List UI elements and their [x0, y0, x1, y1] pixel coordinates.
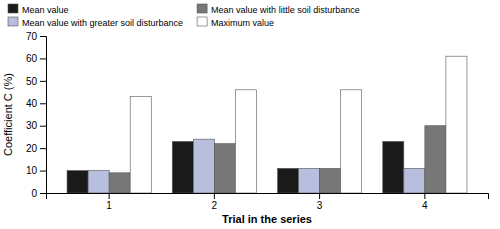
legend-swatch	[8, 17, 18, 26]
bar	[446, 56, 467, 193]
bar-series	[109, 126, 446, 193]
legend-label: Mean value with greater soil disturbance	[22, 18, 183, 28]
legend-label: Mean value	[22, 5, 69, 15]
y-tick-label: 70	[26, 31, 38, 42]
bar	[109, 173, 130, 193]
legend-swatch	[197, 17, 207, 26]
bars	[67, 56, 467, 193]
legend: Mean value Mean value with greater soil d…	[8, 4, 360, 28]
plot: 1234010203040506070	[26, 31, 489, 211]
x-tick: 1	[106, 193, 112, 211]
y-tick-label: 30	[26, 120, 38, 131]
y-tick: 30	[26, 120, 46, 131]
bar	[404, 168, 425, 193]
x-tick-label: 3	[317, 200, 323, 211]
y-tick-mark	[40, 171, 46, 172]
y-tick-mark	[40, 148, 46, 149]
bar	[320, 168, 341, 193]
y-tick-mark	[40, 103, 46, 104]
x-tick-label: 4	[422, 200, 428, 211]
y-tick: 50	[26, 76, 46, 87]
bar	[214, 144, 235, 193]
y-tick-label: 20	[26, 143, 38, 154]
y-tick-label: 60	[26, 53, 38, 64]
x-axis-title: Trial in the series	[222, 213, 312, 225]
bar	[88, 171, 109, 193]
chart: 1234010203040506070Trial in the seriesCo…	[0, 0, 500, 229]
y-tick-mark	[40, 81, 46, 82]
bar-series	[130, 56, 467, 193]
y-tick-mark	[40, 36, 46, 37]
y-tick-label: 50	[26, 76, 38, 87]
bar	[130, 97, 151, 193]
bar	[341, 90, 362, 193]
x-tick-mark	[214, 193, 215, 199]
bar	[172, 141, 193, 193]
x-tick: 4	[422, 193, 428, 211]
legend-item: Mean value with greater soil disturbance	[8, 17, 183, 28]
x-axis-line	[47, 194, 489, 200]
y-tick: 0	[31, 188, 46, 199]
bar	[193, 139, 214, 193]
x-tick-label: 1	[106, 200, 112, 211]
y-tick: 60	[26, 53, 46, 64]
y-axis: 0 10 20 30 40 50 60 70	[26, 31, 47, 199]
x-tick-label: 2	[212, 200, 218, 211]
bar	[383, 141, 404, 193]
legend-item: Mean value	[8, 4, 69, 15]
y-tick-mark	[40, 58, 46, 59]
y-axis-title: Coefficient C (%)	[2, 73, 14, 156]
y-tick-label: 10	[26, 165, 38, 176]
x-tick-mark	[319, 193, 320, 199]
x-tick-mark	[109, 193, 110, 199]
y-tick-mark	[40, 126, 46, 127]
y-tick: 20	[26, 143, 46, 154]
y-tick-mark	[40, 193, 46, 194]
bar	[278, 168, 299, 193]
x-tick: 3	[317, 193, 323, 211]
y-axis-line	[40, 37, 47, 194]
x-tick-mark	[424, 193, 425, 199]
bar	[67, 171, 88, 193]
y-tick: 10	[26, 165, 46, 176]
y-tick: 40	[26, 98, 46, 109]
legend-item: Mean value with little soil disturbance	[197, 4, 360, 15]
legend-item: Maximum value	[197, 17, 274, 28]
legend-label: Mean value with little soil disturbance	[211, 5, 360, 15]
x-tick: 2	[212, 193, 218, 211]
legend-swatch	[8, 4, 18, 13]
bar	[425, 126, 446, 193]
legend-label: Maximum value	[211, 18, 274, 28]
y-tick-label: 40	[26, 98, 38, 109]
bar	[235, 90, 256, 193]
legend-swatch	[197, 4, 207, 13]
y-tick-label: 0	[31, 188, 37, 199]
x-axis: 1 2 3 4	[47, 193, 489, 211]
bar	[299, 168, 320, 193]
y-tick: 70	[26, 31, 46, 42]
